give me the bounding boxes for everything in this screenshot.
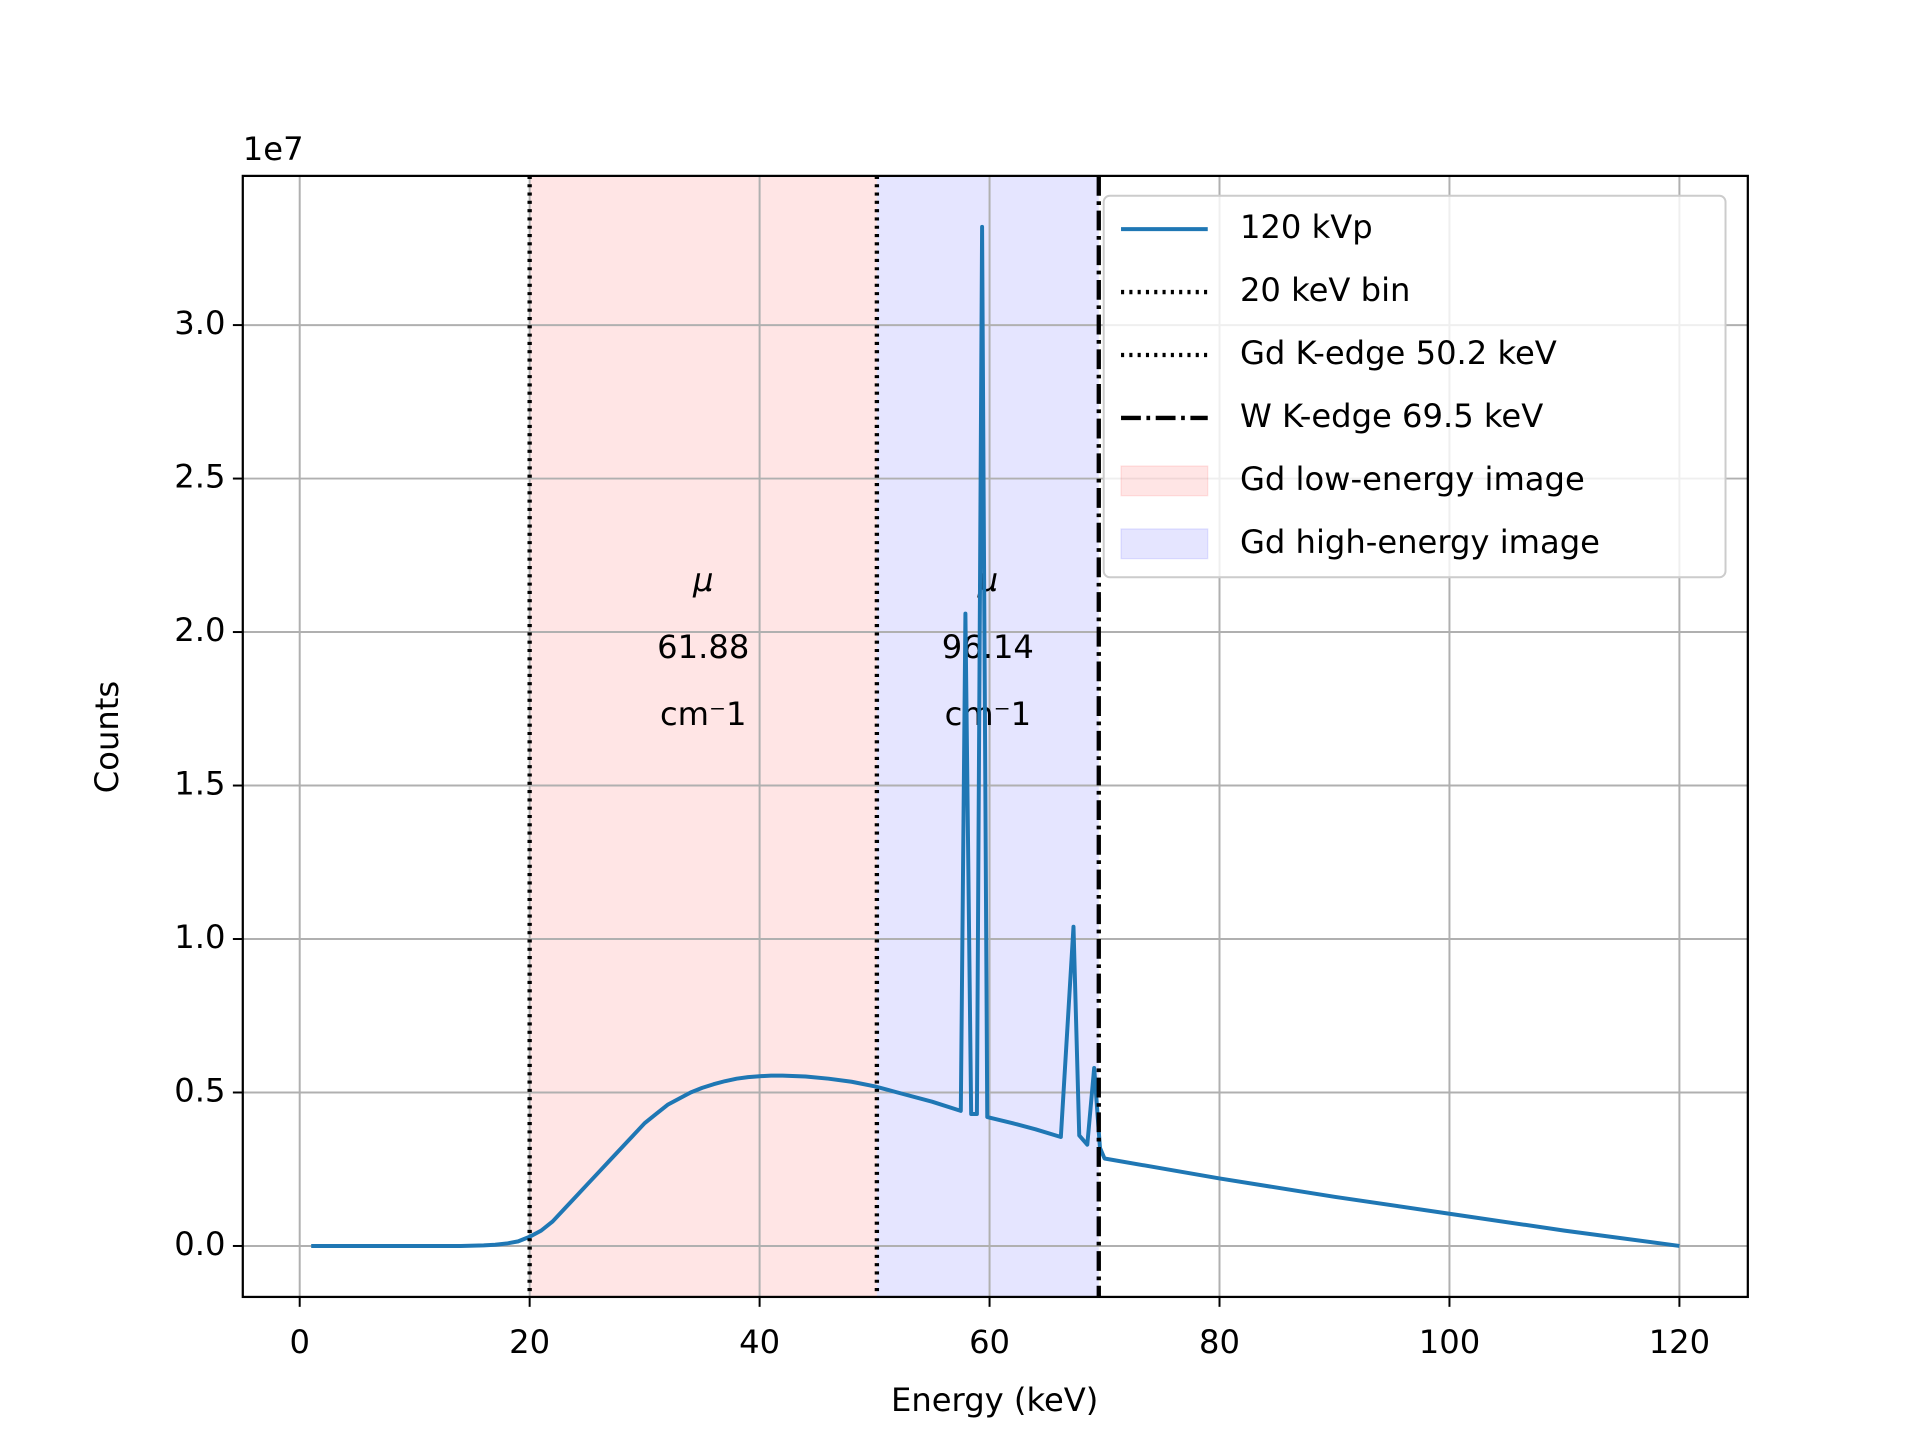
y-tick-label: 1.0 (174, 918, 225, 956)
y-tick-label: 2.5 (174, 458, 225, 496)
y-tick-label: 3.0 (174, 304, 225, 342)
legend-swatch (1120, 528, 1209, 560)
legend-label: 20 keV bin (1240, 271, 1411, 309)
x-tick-label: 80 (1199, 1323, 1240, 1361)
annotation: cm⁻1 (660, 695, 747, 733)
x-tick-label: 60 (969, 1323, 1010, 1361)
x-tick-label: 20 (509, 1323, 550, 1361)
annotation: cm⁻1 (945, 695, 1032, 733)
annotation: 96.14 (942, 628, 1034, 666)
annotation: 61.88 (657, 628, 749, 666)
y-offset-label: 1e7 (243, 130, 304, 168)
legend-label: Gd high-energy image (1240, 523, 1600, 561)
legend-box (1102, 194, 1727, 579)
y-axis-label: Counts (88, 681, 126, 793)
y-tick-label: 0.0 (174, 1225, 225, 1263)
legend: 120 kVp 20 keV bin Gd K-edge 50.2 keV W K-e… (1102, 194, 1727, 579)
shaded-span (876, 175, 1099, 1297)
x-axis-label: Energy (keV) (891, 1381, 1098, 1419)
legend-label: Gd K-edge 50.2 keV (1240, 334, 1557, 372)
shaded-span (529, 175, 877, 1297)
x-tick-label: 0 (289, 1323, 309, 1361)
y-tick-label: 0.5 (174, 1071, 225, 1109)
data-line (311, 224, 1680, 1248)
x-tick-label: 100 (1419, 1323, 1480, 1361)
axes-frame (241, 174, 1749, 1299)
y-tick-label: 1.5 (174, 765, 225, 803)
legend-swatch (1120, 465, 1209, 497)
y-tick-label: 2.0 (174, 611, 225, 649)
annotation: μ (692, 561, 713, 599)
legend-label: Gd low-energy image (1240, 460, 1585, 498)
x-tick-label: 120 (1649, 1323, 1710, 1361)
legend-label: W K-edge 69.5 keV (1240, 397, 1543, 435)
x-tick-label: 40 (739, 1323, 780, 1361)
legend-label: 120 kVp (1240, 208, 1373, 246)
